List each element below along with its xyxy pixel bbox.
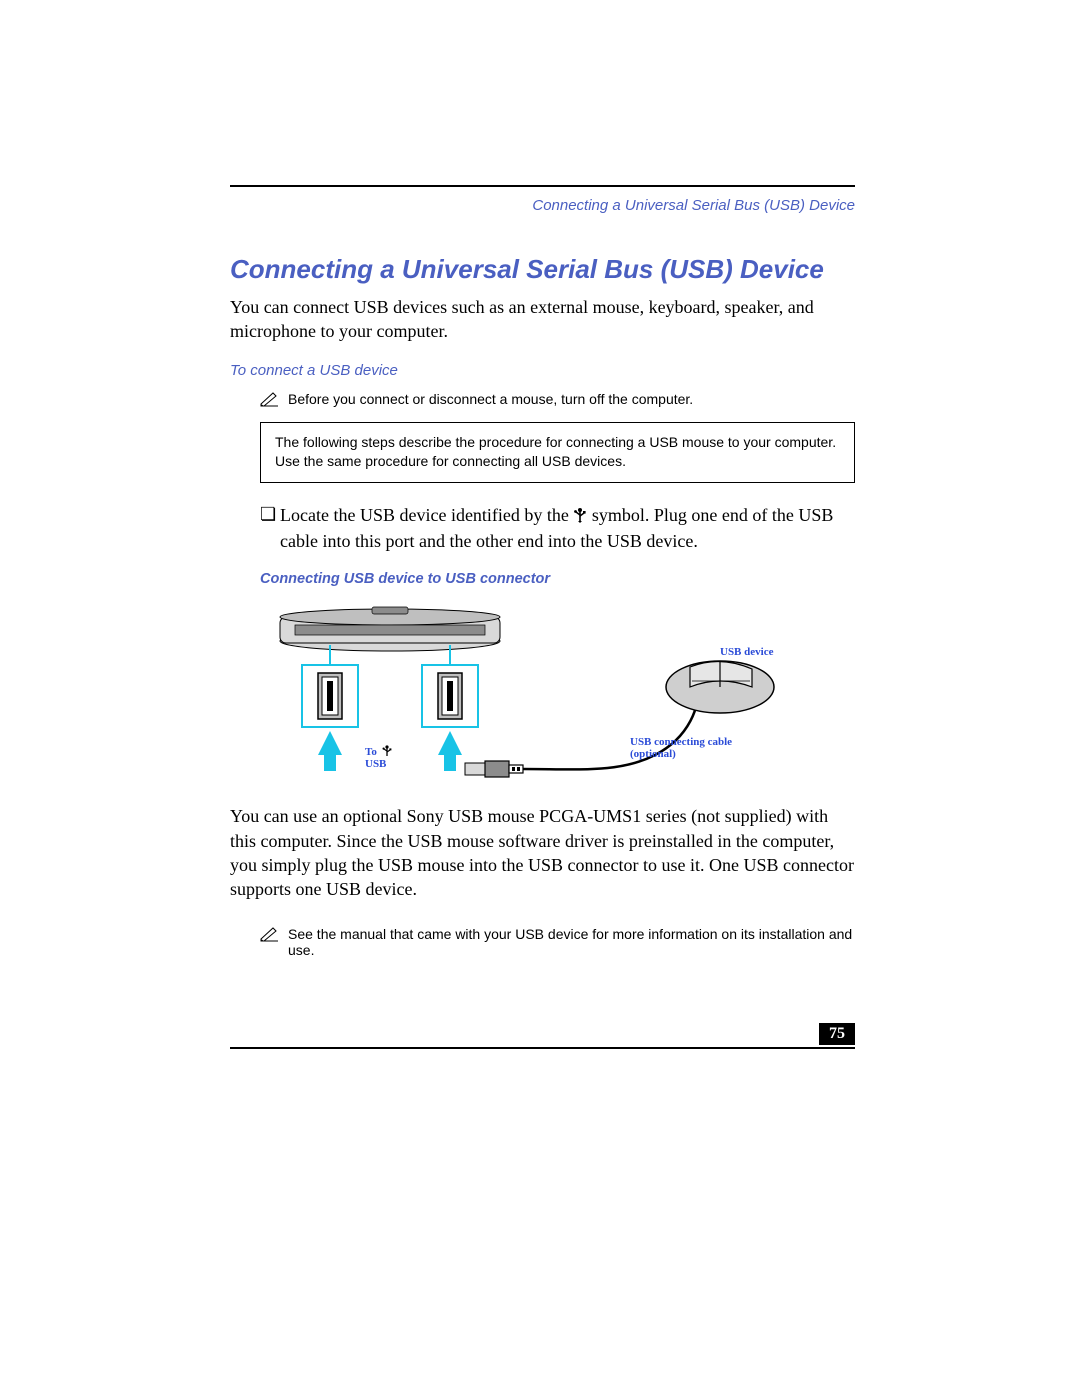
- usb-port-icon: [422, 665, 478, 727]
- pencil-icon: [260, 926, 282, 945]
- bullet-locate: ❏ Locate the USB device identified by th…: [260, 503, 855, 554]
- bullet-marker: ❏: [260, 503, 280, 526]
- page-title: Connecting a Universal Serial Bus (USB) …: [230, 254, 855, 285]
- usb-mouse-icon: [666, 661, 774, 713]
- usb-port-icon: [302, 665, 358, 727]
- top-rule: [230, 185, 855, 187]
- label-usb-device: USB device: [720, 646, 774, 658]
- bullet-text: Locate the USB device identified by the …: [280, 503, 855, 554]
- optical-drive-icon: [280, 607, 500, 651]
- bottom-rule: [230, 1047, 855, 1049]
- paragraph-optional-mouse: You can use an optional Sony USB mouse P…: [230, 804, 855, 901]
- note-before-connect: Before you connect or disconnect a mouse…: [260, 391, 855, 410]
- label-cable-line1: USB connecting cable: [630, 736, 732, 748]
- bullet-pre: Locate the USB device identified by the: [280, 505, 573, 525]
- note-text: Before you connect or disconnect a mouse…: [288, 391, 693, 407]
- arrow-up-icon: [318, 731, 342, 771]
- label-usb: USB: [365, 758, 387, 770]
- pencil-icon: [260, 391, 282, 410]
- info-box: The following steps describe the procedu…: [260, 422, 855, 483]
- page-number: 75: [819, 1023, 855, 1045]
- document-page: Connecting a Universal Serial Bus (USB) …: [0, 0, 1080, 1397]
- label-cable-line2: (optional): [630, 748, 676, 760]
- figure-caption: Connecting USB device to USB connector: [260, 571, 855, 587]
- usb-plug-icon: [465, 761, 523, 777]
- subheading-connect: To connect a USB device: [230, 362, 855, 379]
- footer: 75: [230, 1025, 855, 1049]
- usb-trident-icon: [573, 505, 587, 529]
- label-to: To: [365, 746, 377, 758]
- running-header: Connecting a Universal Serial Bus (USB) …: [230, 197, 855, 214]
- connection-diagram: To USB: [260, 595, 855, 790]
- note-text: See the manual that came with your USB d…: [288, 926, 855, 958]
- arrow-up-icon: [438, 731, 462, 771]
- note-see-manual: See the manual that came with your USB d…: [260, 926, 855, 958]
- usb-trident-icon: [383, 746, 392, 757]
- content-area: Connecting a Universal Serial Bus (USB) …: [230, 185, 855, 970]
- intro-paragraph: You can connect USB devices such as an e…: [230, 295, 855, 344]
